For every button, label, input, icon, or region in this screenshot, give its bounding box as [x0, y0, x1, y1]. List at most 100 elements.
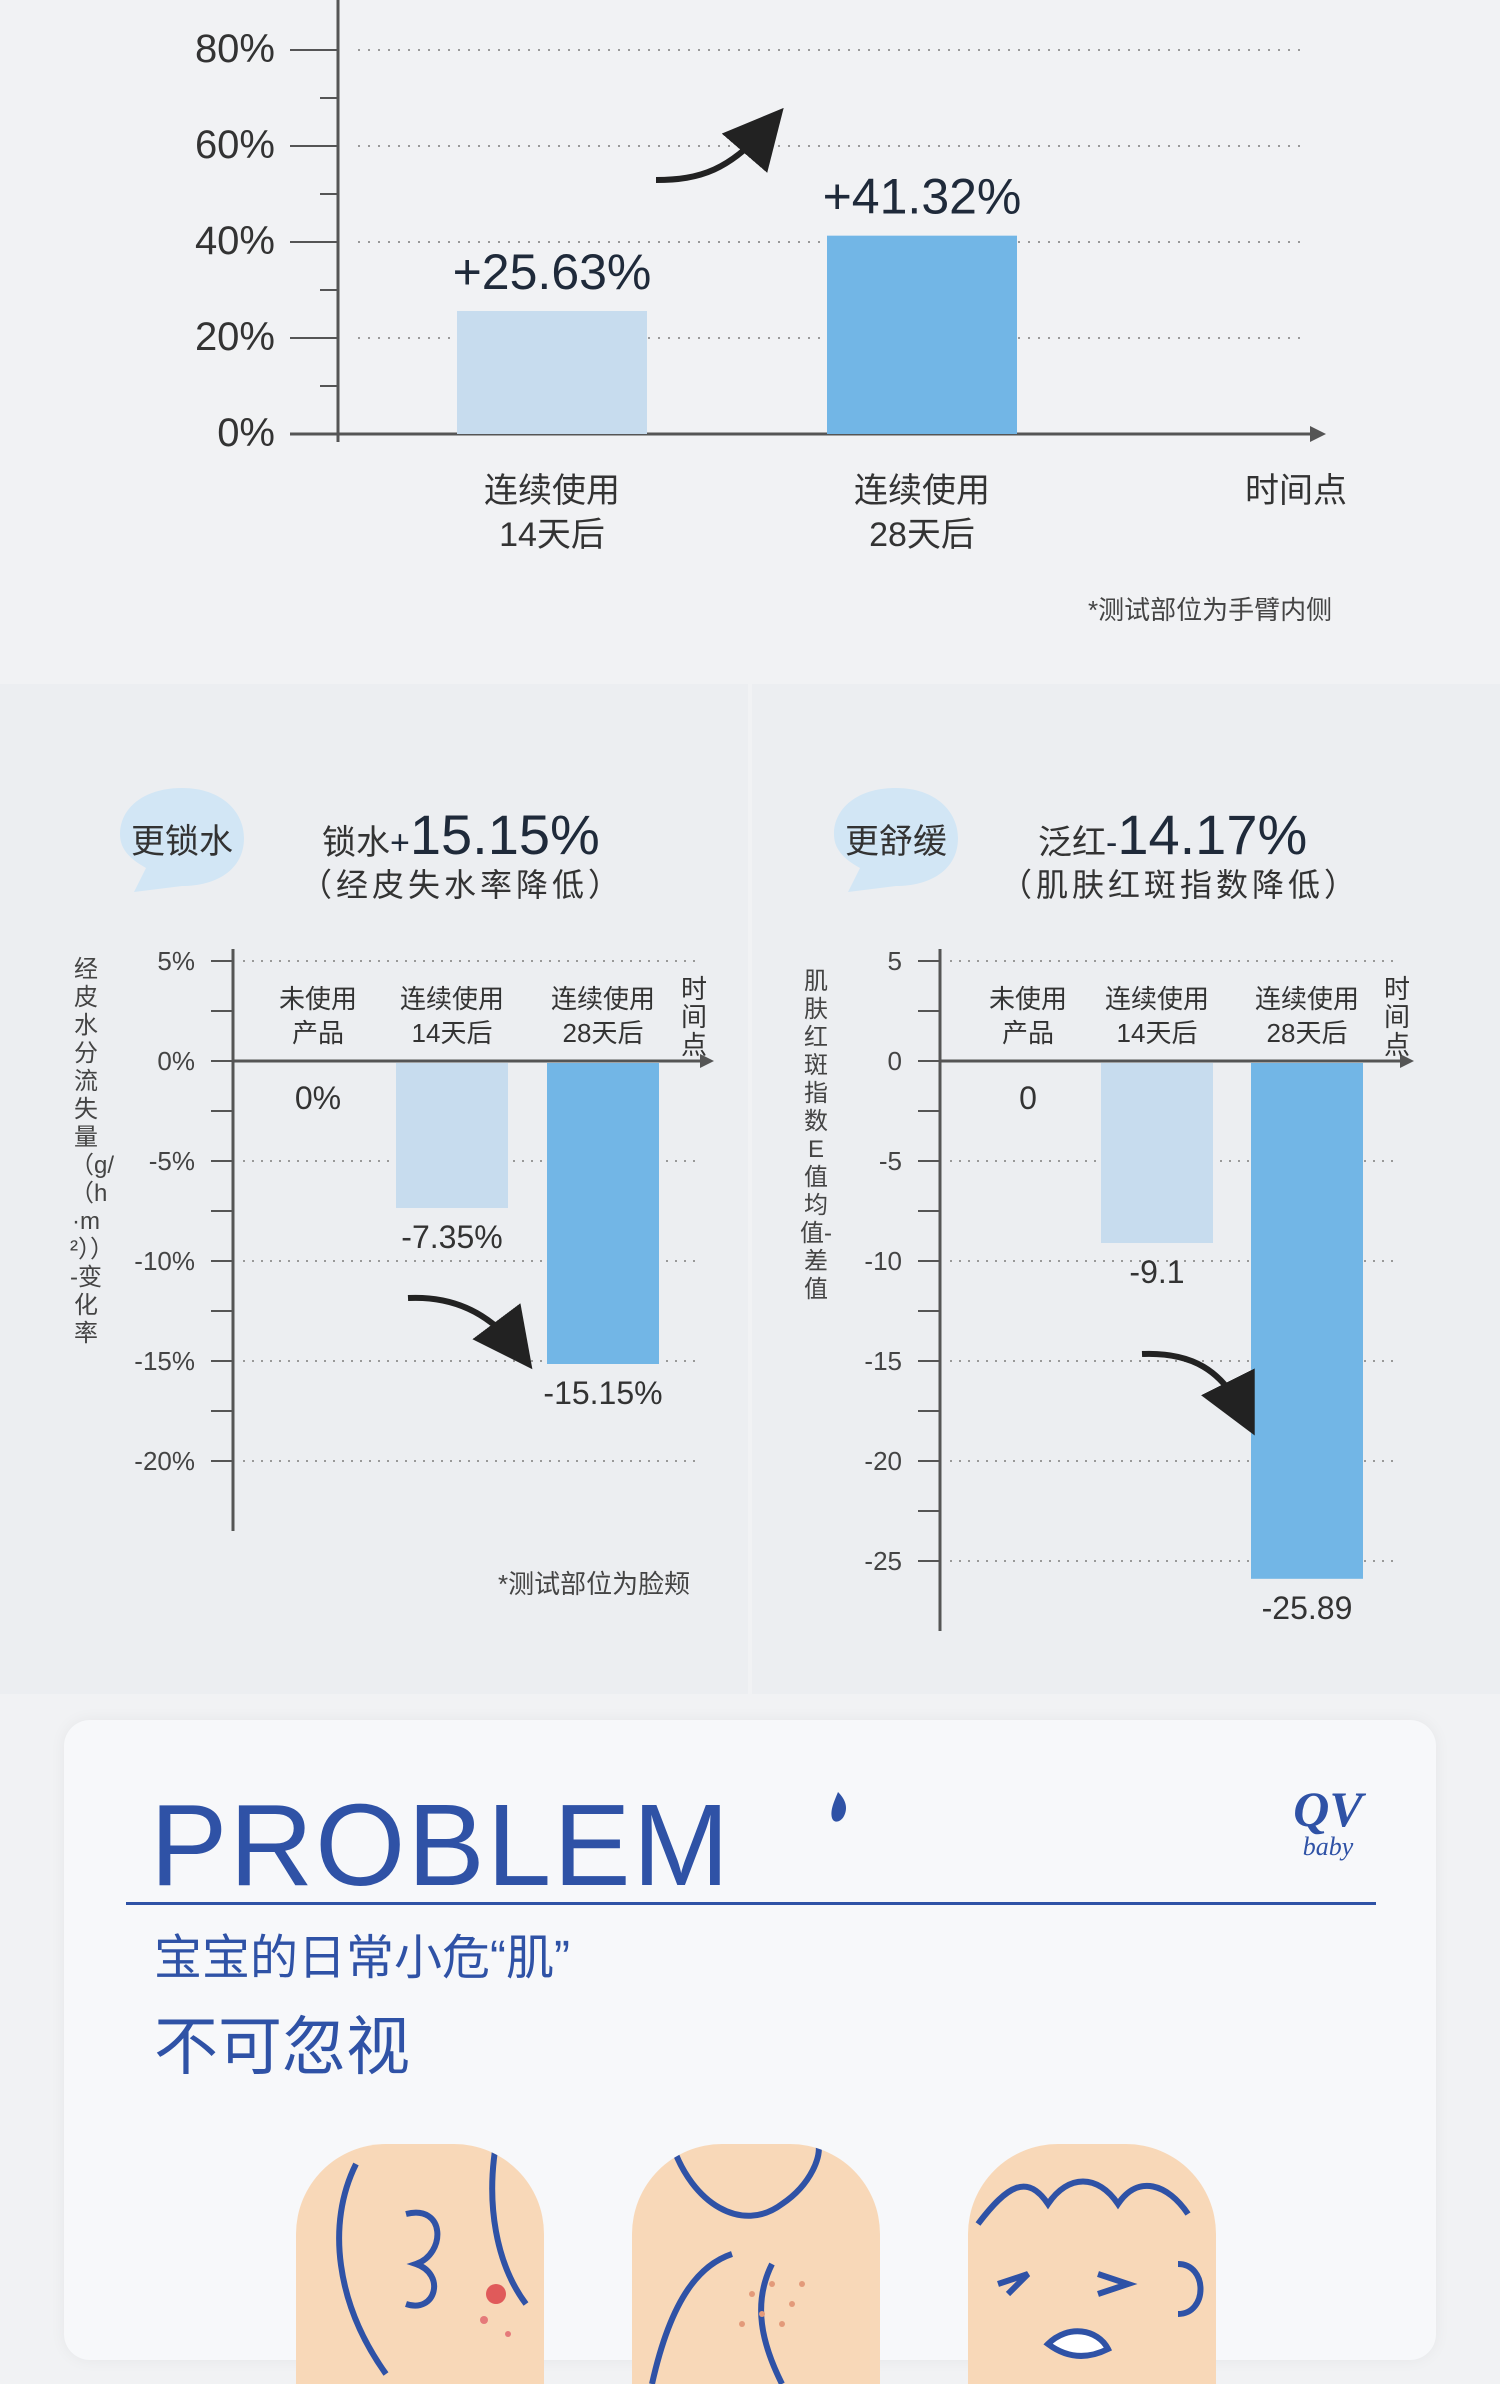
x-axis-label: 点	[681, 1030, 707, 1060]
headline-right: 泛红-14.17%	[1038, 802, 1307, 867]
y-tick-label: -5	[879, 1146, 902, 1176]
y-tick-label: -10%	[134, 1246, 195, 1276]
headline-sign: +	[390, 824, 410, 862]
x-tick-label: 14天后	[412, 1018, 493, 1048]
headline-left: 锁水+15.15%	[322, 802, 600, 867]
problem-subtitle-2: 不可忽视	[154, 2011, 410, 2083]
headline-prefix: 锁水	[322, 824, 390, 862]
bubble-icon: 更锁水	[118, 782, 246, 894]
y-tick-label: -15%	[134, 1346, 195, 1376]
bar	[457, 310, 647, 434]
badge-lock-water: 更锁水	[131, 823, 233, 861]
arrow-icon	[655, 107, 784, 183]
x-tick-label: 14天后	[499, 516, 605, 554]
problem-title: PROBLEM	[150, 1780, 732, 1910]
y-tick-label: -5%	[149, 1146, 195, 1176]
data-label: 0%	[295, 1080, 341, 1116]
bar	[1101, 1063, 1213, 1243]
problem-card: PROBLEM QV baby 宝宝的日常小危“肌” 不可忽视	[64, 1720, 1436, 2384]
y-tick-label: 20%	[195, 315, 275, 359]
y-axis-label-left: 经皮水分流失量（g/（h·m²））-变化率	[70, 956, 115, 1347]
y-tick-label: -10	[864, 1246, 902, 1276]
logo-text: QV	[1293, 1781, 1363, 1837]
x-tick-label: 28天后	[869, 516, 975, 554]
x-tick-label: 未使用	[989, 984, 1067, 1014]
y-tick-label: 40%	[195, 219, 275, 263]
y-tick-label: -15	[864, 1346, 902, 1376]
x-axis-label: 点	[1384, 1030, 1410, 1060]
x-tick-label: 产品	[292, 1018, 344, 1048]
y-tick-label: -25	[864, 1546, 902, 1576]
x-tick-label: 连续使用	[1105, 984, 1209, 1014]
illustration-face	[968, 2144, 1216, 2384]
illustration-cheek	[296, 2144, 544, 2384]
chart-panel-left: 更锁水 锁水+15.15% （经皮失水率降低） 经皮水分流失量（g/（h·m²）…	[0, 684, 748, 1694]
accent-drop-icon	[831, 1792, 846, 1822]
y-tick-label: -20	[864, 1446, 902, 1476]
x-tick-label: 连续使用	[854, 472, 990, 510]
subline-right: （肌肤红斑指数降低）	[1000, 867, 1361, 903]
x-axis-arrow	[700, 1054, 714, 1068]
headline-value: 15.15%	[409, 803, 600, 866]
footnote-left: *测试部位为脸颊	[498, 1569, 691, 1599]
arrow-icon	[407, 1294, 533, 1370]
y-tick-label: 0	[888, 1046, 902, 1076]
bar	[827, 235, 1017, 434]
subline-left: （经皮失水率降低）	[300, 867, 625, 903]
x-tick-label: 28天后	[563, 1018, 644, 1048]
headline-prefix: 泛红	[1038, 824, 1106, 862]
y-axis-label-right: 肌肤红斑指数E值均值-差值	[800, 968, 832, 1303]
data-label: +41.32%	[823, 169, 1022, 225]
brand-logo: QV baby	[1268, 1784, 1388, 1860]
x-tick-label: 连续使用	[1255, 984, 1359, 1014]
y-tick-label: 0%	[157, 1046, 195, 1076]
x-axis-label: 间	[1384, 1002, 1410, 1032]
x-axis-arrow	[1310, 426, 1326, 442]
illustration-shoulder	[632, 2144, 880, 2384]
x-axis-label: 时间点	[1245, 472, 1347, 510]
bar	[396, 1063, 508, 1208]
chart-panel-top: 0% 20% 40% 60% 80% +25.63% 连续使用 14天后 +41.32% 连续使用…	[0, 0, 1500, 680]
data-label: -7.35%	[401, 1219, 502, 1255]
data-label: -15.15%	[543, 1375, 662, 1411]
x-axis-label: 时	[681, 974, 707, 1004]
x-axis-label: 时	[1384, 974, 1410, 1004]
problem-subtitle: 宝宝的日常小危“肌”	[154, 1932, 570, 1985]
chart-panel-right: 更舒缓 泛红-14.17% （肌肤红斑指数降低） 肌肤红斑指数E值均值-差值 5…	[752, 684, 1500, 1694]
bar	[547, 1063, 659, 1364]
baby-face-icon	[336, 2144, 529, 2376]
x-axis-label: 间	[681, 1002, 707, 1032]
x-tick-label: 连续使用	[484, 472, 620, 510]
chart-top: 0% 20% 40% 60% 80% +25.63% 连续使用 14天后 +41.32% 连续使用…	[195, 0, 1347, 554]
data-label: +25.63%	[453, 244, 652, 300]
data-label: 0	[1019, 1080, 1037, 1116]
y-tick-label: 0%	[217, 411, 275, 455]
y-tick-label: 5	[888, 946, 902, 976]
baby-cry-icon	[975, 2178, 1204, 2359]
arrow-icon	[1141, 1350, 1255, 1436]
x-tick-label: 产品	[1002, 1018, 1054, 1048]
title-divider	[126, 1902, 1376, 1905]
bar	[1251, 1063, 1363, 1579]
y-tick-label: -20%	[134, 1446, 195, 1476]
headline-value: 14.17%	[1117, 803, 1308, 866]
y-tick-label: 5%	[157, 946, 195, 976]
x-tick-label: 连续使用	[551, 984, 655, 1014]
y-tick-label: 60%	[195, 123, 275, 167]
badge-soothe: 更舒缓	[845, 823, 947, 861]
data-label: -25.89	[1262, 1590, 1353, 1626]
x-axis-arrow	[1400, 1054, 1414, 1068]
x-tick-label: 28天后	[1267, 1018, 1348, 1048]
footnote-top: *测试部位为手臂内侧	[1088, 595, 1333, 625]
baby-back-icon	[649, 2144, 822, 2384]
x-tick-label: 未使用	[279, 984, 357, 1014]
headline-sign: -	[1106, 824, 1118, 862]
x-tick-label: 连续使用	[400, 984, 504, 1014]
y-tick-label: 80%	[195, 27, 275, 71]
logo-sub: baby	[1302, 1832, 1354, 1861]
x-tick-label: 14天后	[1117, 1018, 1198, 1048]
bubble-icon: 更舒缓	[832, 782, 960, 894]
data-label: -9.1	[1129, 1254, 1184, 1290]
